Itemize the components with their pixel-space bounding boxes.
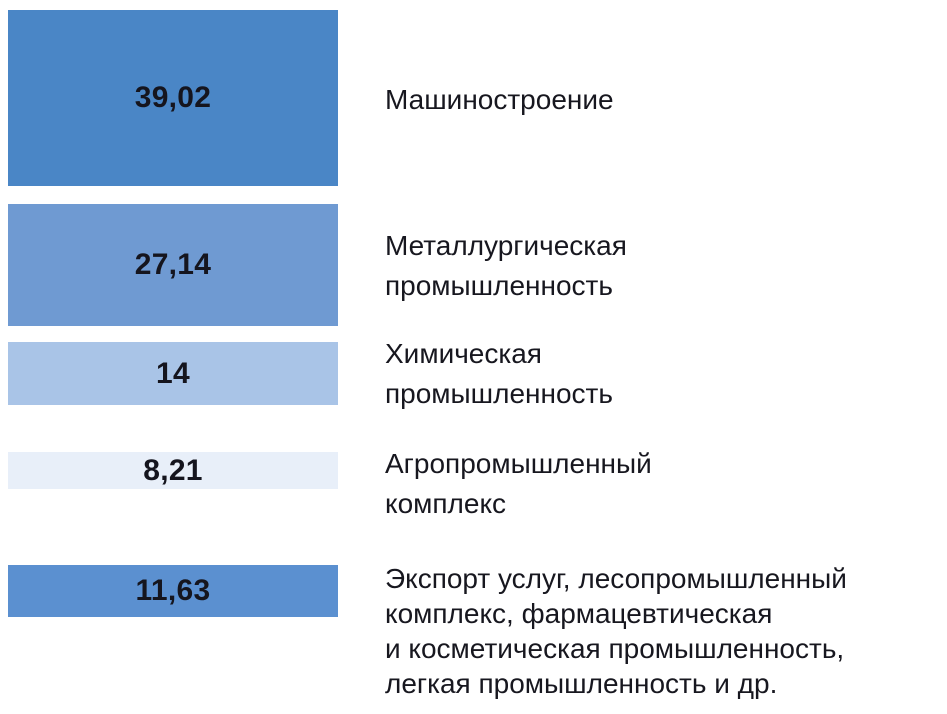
bar-label-chemical: Химическая промышленность [385,338,613,409]
bar-chemical: 14 [8,342,338,405]
bar-label-metallurgy: Металлургическая промышленность [385,230,627,301]
bar-label-other-exports: Экспорт услуг, лесопромышленный комплекс… [385,563,847,699]
bar-label-machine-building: Машиностроение [385,84,614,115]
bar-agro-industrial: 8,21 [8,452,338,489]
bar-other-exports: 11,63 [8,565,338,617]
bar-value: 8,21 [143,453,203,487]
bar-metallurgy: 27,14 [8,204,338,326]
bar-label-agro-industrial: Агропромышленный комплекс [385,448,652,519]
bar-value: 14 [156,356,190,390]
bar-value: 11,63 [135,574,211,607]
bar-value: 39,02 [134,81,212,114]
bar-machine-building: 39,02 [8,10,338,186]
bar-value: 27,14 [134,248,212,281]
